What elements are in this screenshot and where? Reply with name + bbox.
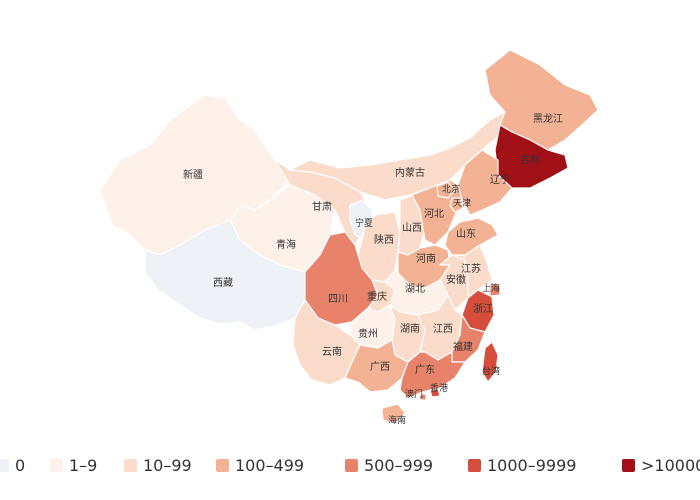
province-label-gansu: 甘肃 <box>312 200 332 213</box>
legend-label: 500–999 <box>364 455 434 475</box>
map-legend: 0 1–9 10–99 100–499 500–999 1000–9999 >10000 <box>0 450 700 480</box>
province-label-jilin: 吉林 <box>520 153 540 166</box>
legend-swatch <box>345 458 358 472</box>
province-label-guangxi: 广西 <box>370 361 390 373</box>
legend-item[interactable]: 500–999 <box>345 455 434 475</box>
legend-item[interactable]: >10000 <box>622 455 700 475</box>
province-label-jiangxi: 江西 <box>433 323 453 335</box>
province-xianggang[interactable] <box>429 388 441 398</box>
province-label-shandong: 山东 <box>456 227 476 240</box>
legend-swatch <box>468 458 481 472</box>
province-label-henan: 河南 <box>416 252 436 265</box>
province-label-shanghai: 上海 <box>482 282 500 294</box>
legend-label: 0 <box>15 455 26 475</box>
province-label-guangdong: 广东 <box>415 363 435 376</box>
province-label-hubei: 湖北 <box>405 283 425 295</box>
legend-item[interactable]: 100–499 <box>216 455 305 475</box>
legend-label: 1000–9999 <box>487 455 577 475</box>
province-shanghai[interactable] <box>489 282 501 297</box>
province-label-anhui: 安徽 <box>446 273 466 286</box>
legend-item[interactable]: 1000–9999 <box>468 455 577 475</box>
province-label-xianggang: 香港 <box>430 382 448 394</box>
province-label-tianjin: 天津 <box>453 198 471 209</box>
province-label-jiangsu: 江苏 <box>461 262 481 275</box>
province-label-fujian: 福建 <box>453 340 473 353</box>
province-label-chongqing: 重庆 <box>367 290 387 303</box>
province-label-shaanxi: 陕西 <box>374 233 394 246</box>
province-label-heilongjiang: 黑龙江 <box>533 112 563 125</box>
legend-swatch <box>0 458 9 472</box>
province-label-sichuan: 四川 <box>328 294 348 305</box>
province-label-taiwan: 台湾 <box>482 365 500 377</box>
legend-label: 100–499 <box>235 455 305 475</box>
legend-label: 1–9 <box>69 455 98 475</box>
province-label-neimenggu: 内蒙古 <box>395 166 425 179</box>
province-beijing[interactable] <box>436 181 456 199</box>
province-taiwan[interactable] <box>481 341 499 383</box>
province-label-zhejiang: 浙江 <box>473 303 493 315</box>
province-tianjin[interactable] <box>449 197 464 213</box>
province-aomen[interactable] <box>419 393 427 401</box>
province-label-ningxia: 宁夏 <box>355 217 373 229</box>
province-label-xizang: 西藏 <box>213 277 233 289</box>
province-guangdong[interactable] <box>399 351 466 399</box>
legend-label: 10–99 <box>143 455 192 475</box>
legend-item[interactable]: 0 <box>0 455 26 475</box>
legend-swatch <box>622 458 635 472</box>
legend-label: >10000 <box>641 455 700 475</box>
province-label-aomen: 澳门 <box>405 388 423 400</box>
province-label-hunan: 湖南 <box>400 322 420 335</box>
province-label-yunnan: 云南 <box>322 345 342 358</box>
province-heilongjiang[interactable] <box>484 49 599 151</box>
legend-item[interactable]: 10–99 <box>124 455 192 475</box>
province-label-qinghai: 青海 <box>276 238 296 251</box>
province-label-guizhou: 贵州 <box>358 327 378 340</box>
province-hainan[interactable] <box>381 403 406 425</box>
province-label-hebei: 河北 <box>424 208 444 220</box>
legend-item[interactable]: 1–9 <box>50 455 98 475</box>
province-label-liaoning: 辽宁 <box>490 173 510 186</box>
province-label-shanxi: 山西 <box>402 222 422 234</box>
legend-swatch <box>124 458 137 472</box>
legend-swatch <box>50 458 63 472</box>
province-jiangsu[interactable] <box>451 244 493 299</box>
province-label-xinjiang: 新疆 <box>183 168 203 181</box>
legend-swatch <box>216 458 229 472</box>
province-label-beijing: 北京 <box>442 183 460 195</box>
province-label-hainan: 海南 <box>388 414 406 426</box>
